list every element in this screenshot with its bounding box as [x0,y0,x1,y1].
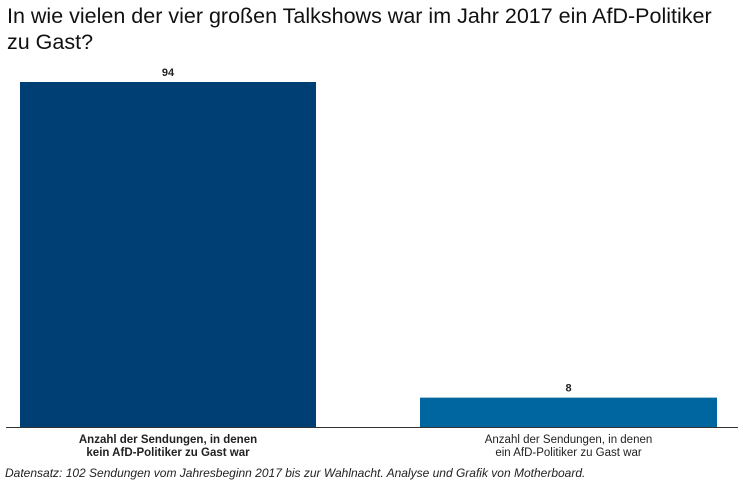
bar-2 [420,397,717,427]
value-label-2: 8 [565,383,571,395]
value-label-1: 94 [162,67,175,79]
chart-title: In wie vielen der vier großen Talkshows … [7,4,712,54]
category-label-1-line-1: Anzahl der Sendungen, in denen [79,434,257,446]
bar-1 [20,82,316,427]
category-label-2-line-2: ein AfD-Politiker zu Gast war [495,447,642,459]
source-note: Datensatz: 102 Sendungen vom Jahresbegin… [5,466,586,480]
category-label-1-line-2: kein AfD-Politiker zu Gast war [86,447,250,459]
category-label-2-line-1: Anzahl der Sendungen, in denen [485,434,653,446]
